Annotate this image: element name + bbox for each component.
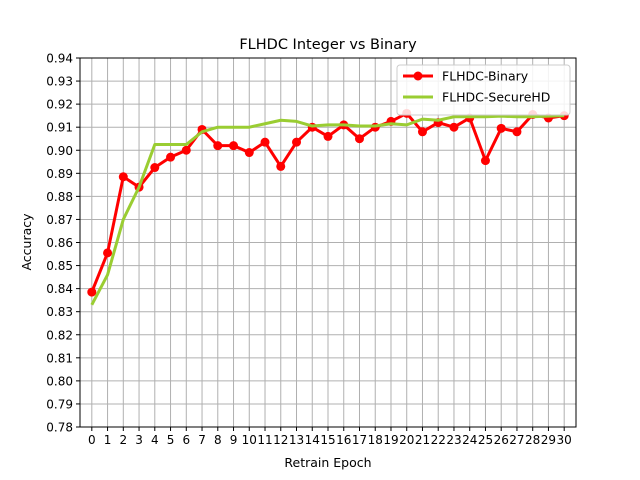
x-tick-label: 0 (88, 433, 96, 447)
x-tick-label: 24 (462, 433, 477, 447)
y-tick-label: 0.80 (46, 374, 73, 388)
data-point-flhdc-binary (166, 152, 176, 162)
x-tick-label: 16 (336, 433, 351, 447)
y-tick-label: 0.84 (46, 282, 73, 296)
series-line-flhdc-securehd (90, 114, 565, 306)
chart-title: FLHDC Integer vs Binary (239, 37, 417, 53)
x-axis-label: Retrain Epoch (284, 455, 371, 470)
y-tick-label: 0.90 (46, 144, 73, 158)
x-tick-label: 26 (494, 433, 509, 447)
y-tick-label: 0.82 (46, 328, 73, 342)
legend-box (396, 64, 571, 116)
x-axis-ticks: 0 1 2 3 4 5 6 7 8 9 10 11 12 13 14 15 16 17 18 19 20 21 22 23 24… (88, 427, 572, 447)
x-tick-label: 8 (214, 433, 222, 447)
data-point-flhdc-binary (181, 145, 191, 155)
y-tick-label: 0.85 (46, 259, 73, 273)
data-point-flhdc-binary (292, 137, 302, 147)
data-point-flhdc-binary (118, 172, 128, 182)
series-layer (87, 108, 569, 306)
data-point-flhdc-binary (276, 161, 286, 171)
x-tick-label: 21 (415, 433, 430, 447)
data-point-flhdc-binary (150, 163, 160, 173)
x-tick-label: 9 (230, 433, 238, 447)
y-tick-label: 0.92 (46, 98, 73, 112)
x-tick-label: 28 (525, 433, 540, 447)
x-tick-label: 14 (305, 433, 320, 447)
x-tick-label: 23 (446, 433, 461, 447)
x-tick-label: 3 (135, 433, 143, 447)
y-tick-label: 0.89 (46, 167, 73, 181)
y-tick-label: 0.88 (46, 190, 73, 204)
data-point-flhdc-binary (244, 148, 254, 158)
data-point-flhdc-binary (512, 127, 522, 137)
x-tick-label: 6 (182, 433, 190, 447)
x-tick-label: 18 (368, 433, 383, 447)
y-tick-label: 0.93 (46, 75, 73, 89)
y-tick-label: 0.87 (46, 213, 73, 227)
data-point-flhdc-binary (496, 123, 506, 133)
x-tick-label: 12 (273, 433, 288, 447)
x-tick-label: 29 (541, 433, 556, 447)
x-tick-label: 27 (509, 433, 524, 447)
x-tick-label: 15 (320, 433, 335, 447)
y-tick-label: 0.78 (46, 421, 73, 435)
y-axis-ticks: 0.78 0.79 0.80 0.81 0.82 0.83 0.84 0.85 0.86 0.87… (46, 52, 80, 435)
x-tick-label: 25 (478, 433, 493, 447)
x-tick-label: 19 (383, 433, 398, 447)
data-point-flhdc-binary (213, 141, 223, 151)
x-tick-label: 2 (119, 433, 127, 447)
x-tick-label: 22 (431, 433, 446, 447)
x-tick-label: 11 (257, 433, 272, 447)
y-tick-label: 0.81 (46, 351, 73, 365)
x-tick-label: 13 (289, 433, 304, 447)
x-tick-label: 7 (198, 433, 206, 447)
x-tick-label: 10 (242, 433, 257, 447)
data-point-flhdc-binary (103, 248, 113, 258)
data-point-flhdc-binary (323, 131, 333, 141)
data-point-flhdc-binary (449, 122, 459, 132)
y-tick-label: 0.91 (46, 121, 73, 135)
data-point-flhdc-binary (354, 134, 364, 144)
y-tick-label: 0.94 (46, 52, 73, 66)
legend-label-flhdc-binary: FLHDC-Binary (442, 69, 529, 84)
y-tick-label: 0.86 (46, 236, 73, 250)
data-point-flhdc-binary (229, 141, 239, 151)
data-point-flhdc-binary (87, 287, 97, 297)
legend: FLHDC-Binary FLHDC-SecureHD (396, 64, 571, 116)
x-tick-label: 17 (352, 433, 367, 447)
x-tick-label: 30 (557, 433, 572, 447)
x-tick-label: 20 (399, 433, 414, 447)
x-tick-label: 5 (167, 433, 175, 447)
legend-label-flhdc-securehd: FLHDC-SecureHD (442, 90, 550, 105)
y-tick-label: 0.83 (46, 305, 73, 319)
data-point-flhdc-binary (260, 137, 270, 147)
y-axis-label: Accuracy (19, 213, 34, 271)
legend-marker-flhdc-binary (413, 71, 423, 81)
x-tick-label: 4 (151, 433, 159, 447)
data-point-flhdc-binary (480, 156, 490, 166)
data-point-flhdc-binary (417, 127, 427, 137)
x-tick-label: 1 (104, 433, 112, 447)
y-tick-label: 0.79 (46, 397, 73, 411)
